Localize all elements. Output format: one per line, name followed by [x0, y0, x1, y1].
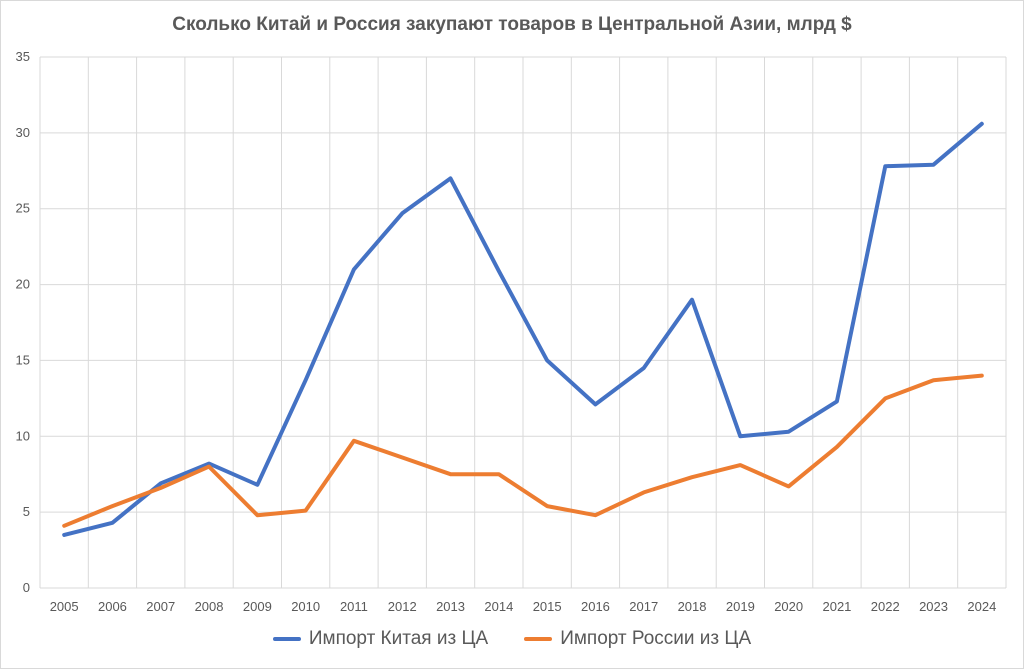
x-tick-label-2010: 2010	[291, 599, 320, 614]
x-tick-label-2013: 2013	[436, 599, 465, 614]
y-tick-label-30: 30	[16, 125, 30, 140]
legend: Импорт Китая из ЦА Импорт России из ЦА	[0, 628, 1024, 650]
legend-swatch-china	[272, 637, 301, 641]
x-tick-label-2014: 2014	[484, 599, 513, 614]
x-tick-label-2015: 2015	[533, 599, 562, 614]
series-lines	[62, 121, 984, 537]
y-tick-label-10: 10	[16, 428, 30, 443]
chart-title: Сколько Китай и Россия закупают товаров …	[172, 14, 852, 35]
y-axis: 0 5 10 15 20 25 30 35	[16, 49, 30, 595]
x-tick-label-2023: 2023	[919, 599, 948, 614]
y-tick-label-5: 5	[23, 504, 30, 519]
legend-item-russia: Импорт России из ЦА	[524, 628, 751, 650]
legend-label-russia: Импорт России из ЦА	[560, 628, 752, 649]
series-line-1	[62, 373, 984, 528]
y-tick-label-15: 15	[16, 352, 30, 367]
x-tick-label-2009: 2009	[243, 599, 272, 614]
y-tick-label-35: 35	[16, 49, 30, 64]
x-axis: 2005 2006 2007 2008 2009 2010 2011 2012 2013 2014…	[50, 599, 997, 614]
x-tick-label-2020: 2020	[774, 599, 803, 614]
legend-label-china: Импорт Китая из ЦА	[308, 628, 489, 649]
x-tick-label-2008: 2008	[195, 599, 224, 614]
x-tick-label-2022: 2022	[871, 599, 900, 614]
x-tick-label-2018: 2018	[678, 599, 707, 614]
legend-item-china: Импорт Китая из ЦА	[272, 628, 489, 650]
legend-swatch-russia	[524, 637, 553, 641]
y-tick-label-25: 25	[16, 201, 30, 216]
x-tick-label-2024: 2024	[967, 599, 996, 614]
x-tick-label-2005: 2005	[50, 599, 79, 614]
x-tick-label-2006: 2006	[98, 599, 127, 614]
y-tick-label-0: 0	[23, 580, 30, 595]
grid	[39, 56, 1007, 589]
y-tick-label-20: 20	[16, 277, 30, 292]
x-tick-label-2019: 2019	[726, 599, 755, 614]
series-line-0	[62, 121, 984, 537]
x-tick-label-2016: 2016	[581, 599, 610, 614]
x-tick-label-2021: 2021	[822, 599, 851, 614]
x-tick-label-2017: 2017	[629, 599, 658, 614]
x-tick-label-2011: 2011	[340, 599, 368, 614]
x-tick-label-2012: 2012	[388, 599, 417, 614]
x-tick-label-2007: 2007	[146, 599, 175, 614]
